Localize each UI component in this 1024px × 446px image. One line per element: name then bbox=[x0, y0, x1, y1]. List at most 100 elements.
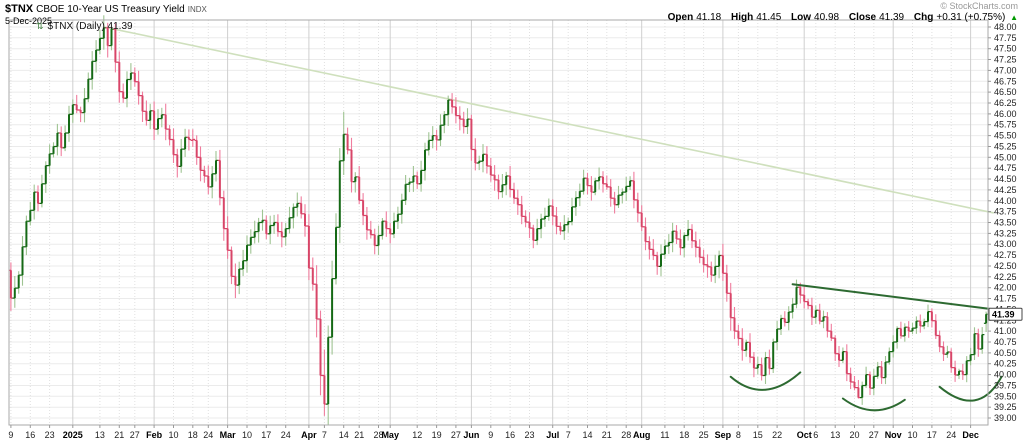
ohlc-bar bbox=[314, 265, 319, 338]
svg-text:42.50: 42.50 bbox=[994, 261, 1017, 271]
rounding-bottom-arc bbox=[841, 397, 906, 412]
svg-text:24: 24 bbox=[946, 430, 956, 440]
ohlc-bar bbox=[763, 351, 768, 384]
ohlc-bar bbox=[558, 222, 563, 235]
ohlc-bar bbox=[395, 206, 401, 229]
svg-text:16: 16 bbox=[505, 430, 515, 440]
ohlc-bar bbox=[264, 215, 269, 240]
svg-text:42.25: 42.25 bbox=[994, 272, 1017, 282]
chg-value: +0.31 (+0.75%) bbox=[936, 12, 1006, 23]
svg-text:Feb: Feb bbox=[146, 430, 163, 440]
ohlc-bar bbox=[674, 225, 679, 244]
descending-trendline bbox=[103, 26, 994, 214]
svg-text:46.75: 46.75 bbox=[994, 76, 1017, 86]
svg-text:12: 12 bbox=[412, 430, 422, 440]
ohlc-bar bbox=[210, 166, 215, 199]
ohlc-bar bbox=[883, 356, 888, 385]
ohlc-bar bbox=[82, 88, 87, 123]
symbol: $TNX bbox=[5, 3, 34, 15]
ohlc-bar bbox=[720, 243, 726, 281]
ohlc-bar bbox=[171, 128, 176, 163]
ohlc-bar bbox=[879, 361, 884, 384]
ohlc-bar bbox=[16, 271, 21, 294]
svg-text:19: 19 bbox=[432, 430, 442, 440]
ohlc-bar bbox=[190, 129, 195, 147]
ohlc-bar bbox=[716, 250, 722, 279]
ohlc-bar bbox=[109, 24, 114, 51]
ohlc-bar bbox=[411, 166, 416, 192]
svg-text:2025: 2025 bbox=[63, 430, 83, 440]
svg-text:45.75: 45.75 bbox=[994, 120, 1017, 130]
svg-text:16: 16 bbox=[25, 430, 35, 440]
ohlc-bar bbox=[782, 311, 787, 327]
chart-legend: ⇅ $TNX (Daily) 41.39 bbox=[36, 21, 133, 32]
ohlc-bar bbox=[124, 71, 130, 108]
svg-text:24: 24 bbox=[281, 430, 291, 440]
ohlc-bar bbox=[747, 333, 753, 363]
chart-header: $TNX CBOE 10-Year US Treasury Yield INDX 5… bbox=[5, 2, 207, 27]
svg-text:20: 20 bbox=[849, 430, 859, 440]
svg-text:11: 11 bbox=[660, 430, 669, 440]
svg-text:43.50: 43.50 bbox=[994, 218, 1017, 228]
svg-text:18: 18 bbox=[679, 430, 689, 440]
ohlc-bar bbox=[357, 166, 362, 205]
svg-text:Mar: Mar bbox=[220, 430, 237, 440]
ohlc-bar bbox=[774, 320, 780, 350]
svg-text:21: 21 bbox=[114, 430, 124, 440]
ohlc-bar bbox=[47, 144, 52, 174]
ohlc-bar bbox=[964, 356, 969, 383]
ohlc-bar bbox=[217, 149, 223, 206]
svg-text:8: 8 bbox=[736, 430, 741, 440]
svg-text:43.00: 43.00 bbox=[994, 239, 1017, 249]
ohlc-bar bbox=[771, 338, 776, 373]
ohlc-bar bbox=[546, 198, 551, 221]
ohlc-bar bbox=[945, 345, 950, 358]
ohlc-bar bbox=[612, 191, 617, 214]
ohlc-bar bbox=[279, 221, 284, 248]
ohlc-bar bbox=[856, 380, 861, 399]
ohlc-bar bbox=[604, 175, 609, 190]
ohlc-bar bbox=[295, 192, 300, 217]
ohlc-bar bbox=[376, 225, 381, 256]
ohlc-bar bbox=[360, 193, 366, 226]
svg-text:47.50: 47.50 bbox=[994, 44, 1017, 54]
svg-text:May: May bbox=[381, 430, 399, 440]
ohlc-bar bbox=[968, 347, 973, 366]
ohlc-bar bbox=[527, 212, 532, 239]
collapse-chart-icon[interactable]: ⇅ bbox=[36, 21, 44, 31]
svg-text:17: 17 bbox=[261, 430, 271, 440]
ohlc-bar bbox=[291, 203, 296, 229]
svg-text:27: 27 bbox=[869, 430, 879, 440]
ohlc-bar bbox=[732, 307, 737, 340]
ohlc-bar bbox=[960, 363, 965, 380]
ohlc-bar bbox=[891, 335, 896, 358]
ohlc-bar bbox=[24, 215, 29, 256]
up-arrow-icon: ▲ bbox=[1010, 13, 1018, 22]
svg-text:46.25: 46.25 bbox=[994, 98, 1017, 108]
ohlc-bar bbox=[709, 261, 714, 282]
ohlc-bar bbox=[817, 303, 822, 325]
ohlc-bar bbox=[744, 339, 749, 357]
ohlc-bar bbox=[237, 261, 242, 295]
svg-text:13: 13 bbox=[95, 430, 105, 440]
ohlc-bar bbox=[554, 207, 559, 235]
ohlc-bar bbox=[438, 114, 443, 147]
ohlc-bar bbox=[322, 349, 327, 416]
svg-text:40.50: 40.50 bbox=[994, 348, 1017, 358]
svg-text:45.00: 45.00 bbox=[994, 152, 1017, 162]
svg-text:44.75: 44.75 bbox=[994, 163, 1017, 173]
ohlc-bar bbox=[972, 327, 977, 360]
ohlc-bar bbox=[302, 204, 308, 237]
ohlc-bar bbox=[658, 244, 664, 277]
ohlc-bar bbox=[736, 324, 741, 346]
ohlc-bar bbox=[852, 376, 857, 391]
ohlc-bar bbox=[751, 352, 757, 378]
svg-text:43.25: 43.25 bbox=[994, 228, 1017, 238]
ohlc-bar bbox=[635, 192, 640, 223]
ohlc-bar bbox=[442, 111, 447, 134]
svg-text:41.00: 41.00 bbox=[994, 326, 1017, 336]
svg-text:9: 9 bbox=[488, 430, 493, 440]
ohlc-bar bbox=[627, 176, 633, 190]
